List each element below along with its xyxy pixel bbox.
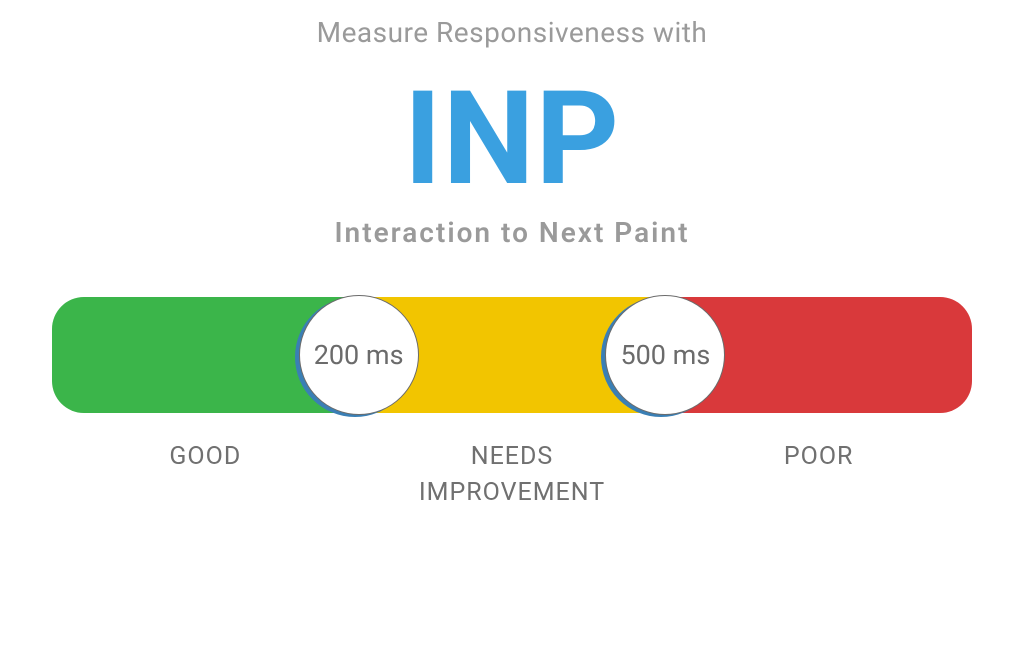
segment-label-poor: POOR: [665, 439, 972, 512]
threshold-value: 500 ms: [605, 295, 725, 415]
threshold-value: 200 ms: [299, 295, 419, 415]
segment-label-good: GOOD: [52, 439, 359, 512]
threshold-marker-2: 500 ms: [605, 295, 725, 415]
metric-acronym: INP: [404, 71, 621, 208]
infographic-root: Measure Responsiveness with INP Interact…: [0, 0, 1024, 656]
segment-labels: GOOD NEEDS IMPROVEMENT POOR: [52, 439, 972, 512]
segment-label-needs: NEEDS IMPROVEMENT: [359, 439, 666, 512]
threshold-marker-1: 200 ms: [299, 295, 419, 415]
threshold-bar: 200 ms 500 ms: [52, 297, 972, 413]
supertitle: Measure Responsiveness with: [317, 16, 708, 49]
threshold-bar-track: [52, 297, 972, 413]
metric-full-name: Interaction to Next Paint: [335, 216, 690, 249]
